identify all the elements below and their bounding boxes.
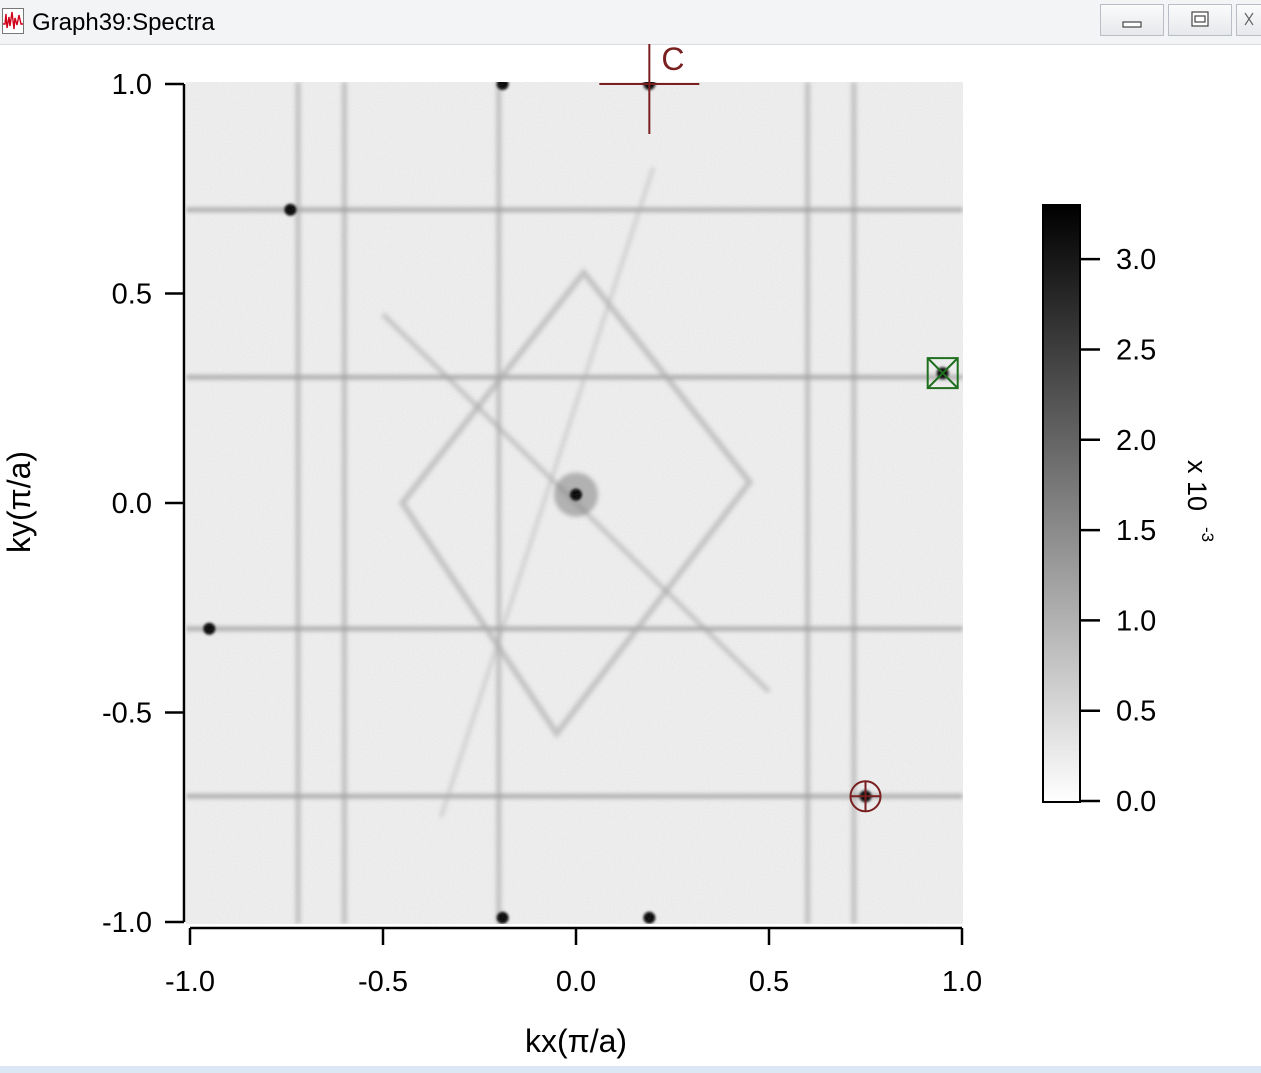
- y-tick-label: -0.5: [102, 698, 152, 730]
- x-tick-label: -1.0: [165, 966, 215, 998]
- colorbar-tick-label: 0.5: [1116, 696, 1156, 728]
- y-tick-label: 0.5: [112, 279, 152, 311]
- close-icon: [1244, 12, 1254, 26]
- x-tick-label: 1.0: [942, 966, 982, 998]
- close-button[interactable]: [1236, 4, 1261, 36]
- minimize-button[interactable]: [1100, 4, 1164, 36]
- colorbar-tick-label: 3.0: [1116, 244, 1156, 276]
- colorbar: 3.0 2.5 2.0 1.5 1.0 0.5 0.0 x 10 -3: [1042, 204, 1217, 818]
- colorbar-tick-label: 2.5: [1116, 334, 1156, 366]
- status-strip: [0, 1066, 1261, 1073]
- window-title: Graph39:Spectra: [32, 9, 215, 36]
- y-axis: 1.0 0.5 0.0 -0.5 -1.0: [102, 69, 186, 939]
- spectra-graph[interactable]: -1.0 -0.5 0.0 0.5 1.0 1.0 0.5 0.0 -0.5 -1.0 C kx…: [0, 44, 1261, 1066]
- y-tick-label: 1.0: [112, 69, 152, 101]
- graph-app-icon: [2, 8, 24, 34]
- colorbar-exponent: -3: [1198, 527, 1217, 542]
- cursor-square-x[interactable]: [926, 357, 959, 390]
- x-axis: -1.0 -0.5 0.0 0.5 1.0: [165, 926, 982, 998]
- x-axis-label: kx(π/a): [525, 1023, 627, 1059]
- colorbar-tick-label: 1.5: [1116, 515, 1156, 547]
- spectra-image: [186, 82, 963, 924]
- colorbar-label: x 10 -3: [1182, 460, 1217, 542]
- minimize-icon: [1122, 21, 1142, 28]
- cursor-label: C: [661, 44, 684, 77]
- x-tick-label: 0.0: [556, 966, 596, 998]
- window-titlebar[interactable]: Graph39:Spectra: [0, 0, 1261, 45]
- colorbar-tick-label: 2.0: [1116, 425, 1156, 457]
- colorbar-gradient: [1042, 204, 1081, 803]
- colorbar-tick-label: 0.0: [1116, 786, 1156, 818]
- restore-icon: [1191, 11, 1209, 27]
- y-tick-label: -1.0: [102, 907, 152, 939]
- restore-button[interactable]: [1168, 4, 1232, 36]
- y-axis-label: ky(π/a): [1, 451, 37, 553]
- cursor-circle-cross[interactable]: [849, 780, 882, 813]
- colorbar-label-text: x 10: [1182, 460, 1212, 511]
- cursor-crosshair[interactable]: C: [599, 44, 700, 134]
- y-tick-label: 0.0: [112, 488, 152, 520]
- x-tick-label: -0.5: [358, 966, 408, 998]
- x-tick-label: 0.5: [749, 966, 789, 998]
- colorbar-tick-label: 1.0: [1116, 605, 1156, 637]
